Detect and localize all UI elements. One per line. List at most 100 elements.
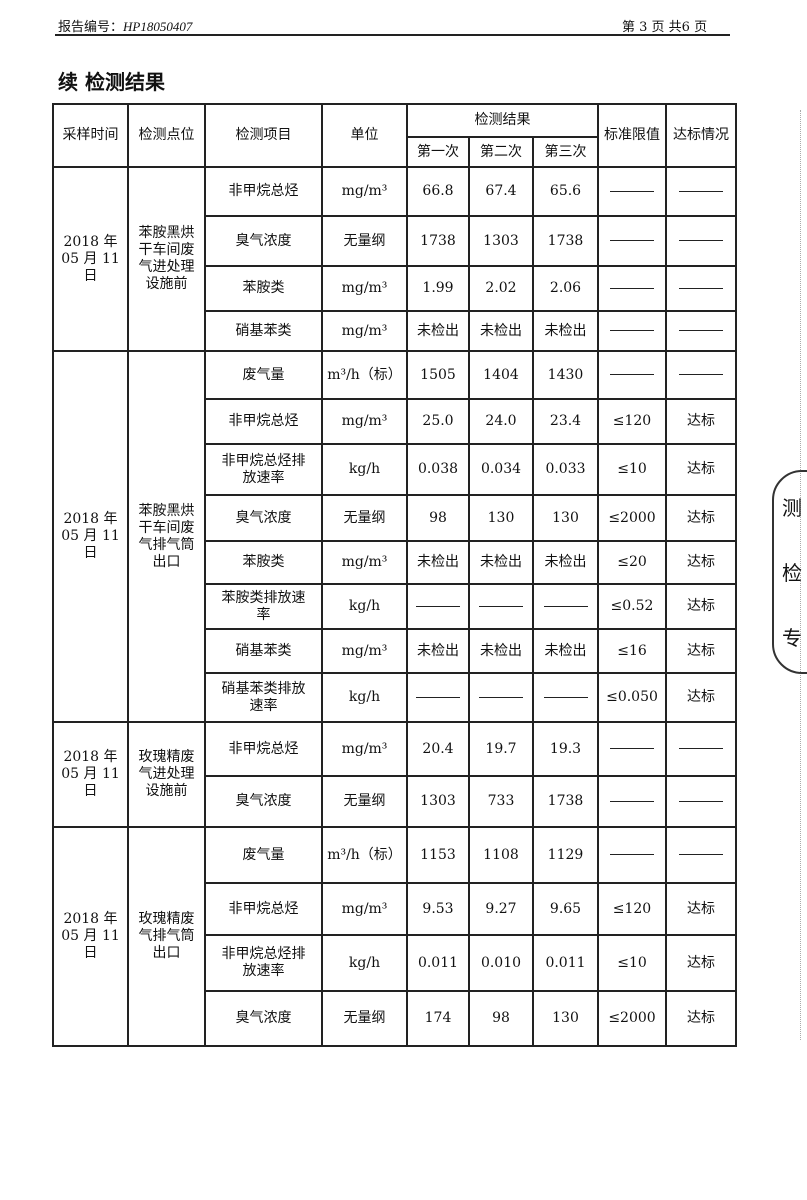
dash-mark xyxy=(479,605,523,607)
standard-limit xyxy=(597,721,667,777)
dash-mark xyxy=(416,696,460,698)
result-value-2: 未检出 xyxy=(468,540,534,585)
col-header-third: 第三次 xyxy=(532,136,599,168)
sampling-time-line: 2018 年 xyxy=(63,749,118,765)
test-item: 非甲烷总烃排放速率 xyxy=(204,934,323,992)
compliance-status: 达标 xyxy=(665,882,737,936)
result-value-2 xyxy=(468,583,534,630)
result-value-3 xyxy=(532,672,599,723)
table-row: 非甲烷总烃 mg/m³ 25.0 24.0 23.4 ≤120 达标 xyxy=(53,398,737,445)
unit: kg/h xyxy=(321,934,408,992)
compliance-status xyxy=(665,166,737,217)
result-value-3: 130 xyxy=(532,990,599,1047)
result-value-2: 98 xyxy=(468,990,534,1047)
result-value-1: 25.0 xyxy=(406,398,470,445)
result-value-2: 733 xyxy=(468,775,534,828)
dash-mark xyxy=(679,330,723,331)
compliance-status xyxy=(665,775,737,828)
standard-limit: ≤16 xyxy=(597,628,667,674)
result-value-3: 2.06 xyxy=(532,265,599,312)
dash-mark xyxy=(543,696,588,698)
table-row: 苯胺类 mg/m³ 1.99 2.02 2.06 xyxy=(53,265,737,312)
col-header-limit: 标准限值 xyxy=(597,103,667,168)
compliance-status xyxy=(665,310,737,352)
unit: 无量纲 xyxy=(321,215,408,267)
table-row: 苯胺类 mg/m³ 未检出 未检出 未检出 ≤20 达标 xyxy=(53,540,737,585)
compliance-status xyxy=(665,826,737,884)
result-value-2: 0.034 xyxy=(468,443,534,496)
compliance-status xyxy=(665,265,737,312)
table-row: 臭气浓度 无量纲 1303 733 1738 xyxy=(53,775,737,828)
test-item: 硝基苯类 xyxy=(204,310,323,352)
table-row: 臭气浓度 无量纲 174 98 130 ≤2000 达标 xyxy=(53,990,737,1047)
standard-limit xyxy=(597,310,667,352)
result-value-2: 未检出 xyxy=(468,628,534,674)
table-row: 非甲烷总烃 mg/m³ 9.53 9.27 9.65 ≤120 达标 xyxy=(53,882,737,936)
standard-limit xyxy=(597,265,667,312)
result-value-2 xyxy=(468,672,534,723)
result-value-3: 1738 xyxy=(532,215,599,267)
sampling-time-line: 05 月 11 日 xyxy=(61,766,120,799)
result-value-3: 0.033 xyxy=(532,443,599,496)
compliance-status xyxy=(665,721,737,777)
table-row: 2018 年 05 月 11 日苯胺黑烘干车间废气排气筒出口 废气量 m³/h（标） 1… xyxy=(52,350,737,723)
standard-limit: ≤0.52 xyxy=(597,583,667,630)
unit: mg/m³ xyxy=(321,540,408,585)
dash-mark xyxy=(679,287,723,289)
sampling-time-line: 05 月 11 日 xyxy=(61,528,120,561)
page-title: 续 检测结果 xyxy=(58,70,165,94)
test-item: 非甲烷总烃排放速率 xyxy=(204,443,323,496)
unit: mg/m³ xyxy=(321,628,408,674)
test-item: 臭气浓度 xyxy=(204,990,323,1047)
standard-limit xyxy=(597,215,667,267)
inspection-stamp: 测检专 xyxy=(772,470,807,674)
standard-limit: ≤2000 xyxy=(597,990,667,1047)
standard-limit: ≤120 xyxy=(597,882,667,936)
result-value-2: 19.7 xyxy=(468,721,534,777)
unit: mg/m³ xyxy=(321,721,408,777)
result-value-2: 9.27 xyxy=(468,882,534,936)
table-row: 非甲烷总烃排放速率 kg/h 0.011 0.010 0.011 ≤10 达标 xyxy=(53,934,737,992)
test-item: 非甲烷总烃 xyxy=(204,721,323,777)
result-value-1: 1738 xyxy=(406,215,470,267)
result-value-1: 1505 xyxy=(406,350,470,400)
dash-mark xyxy=(416,605,460,607)
result-value-2: 未检出 xyxy=(468,310,534,352)
unit: 无量纲 xyxy=(321,990,408,1047)
dash-mark xyxy=(610,800,654,802)
result-value-1: 0.038 xyxy=(406,443,470,496)
result-value-3: 65.6 xyxy=(532,166,599,217)
table-row: 臭气浓度 无量纲 98 130 130 ≤2000 达标 xyxy=(53,494,737,542)
report-number-label: 报告编号： xyxy=(58,20,124,35)
result-value-1: 20.4 xyxy=(406,721,470,777)
standard-limit xyxy=(597,166,667,217)
compliance-status xyxy=(665,350,737,400)
test-item: 臭气浓度 xyxy=(204,494,323,542)
col-header-first: 第一次 xyxy=(406,136,470,168)
result-value-3: 23.4 xyxy=(532,398,599,445)
sampling-time-line: 05 月 11 日 xyxy=(61,928,120,961)
unit: m³/h（标） xyxy=(321,826,408,884)
sampling-time: 2018 年 05 月 11 日 xyxy=(52,826,129,1047)
dash-mark xyxy=(610,374,654,375)
result-value-3: 1430 xyxy=(532,350,599,400)
standard-limit: ≤2000 xyxy=(597,494,667,542)
result-value-2: 1303 xyxy=(468,215,534,267)
sampling-point: 玫瑰精废气排气筒出口 xyxy=(127,826,206,1047)
test-item: 非甲烷总烃 xyxy=(204,398,323,445)
compliance-status xyxy=(665,215,737,267)
table-row: 硝基苯类 mg/m³ 未检出 未检出 未检出 ≤16 达标 xyxy=(53,628,737,674)
result-value-3: 1738 xyxy=(532,775,599,828)
table-row: 硝基苯类 mg/m³ 未检出 未检出 未检出 xyxy=(53,310,737,352)
unit: mg/m³ xyxy=(321,882,408,936)
result-value-2: 1108 xyxy=(468,826,534,884)
scan-edge xyxy=(800,110,801,1040)
result-value-1: 1153 xyxy=(406,826,470,884)
table-row: 臭气浓度 无量纲 1738 1303 1738 xyxy=(53,215,737,267)
test-item: 苯胺类 xyxy=(204,540,323,585)
table-row: 苯胺类排放速率 kg/h ≤0.52 达标 xyxy=(53,583,737,630)
sampling-point: 苯胺黑烘干车间废气排气筒出口 xyxy=(127,350,206,723)
compliance-status: 达标 xyxy=(665,443,737,496)
sampling-time: 2018 年 05 月 11 日 xyxy=(52,721,129,828)
sampling-point: 玫瑰精废气进处理设施前 xyxy=(127,721,206,828)
